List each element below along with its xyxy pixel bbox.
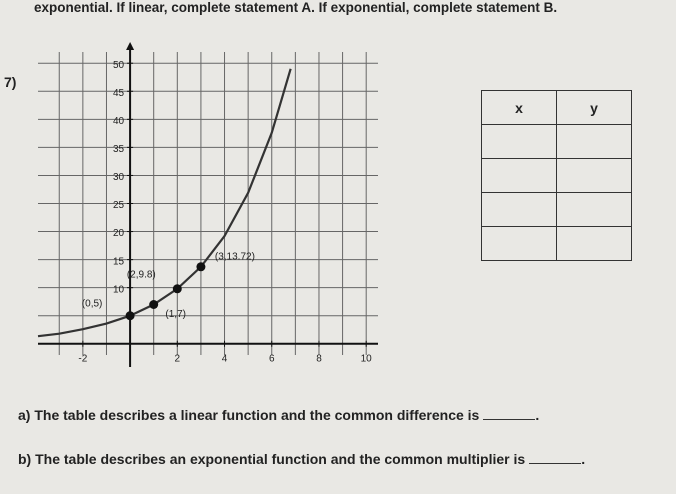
table-row [481,192,632,227]
period: . [535,407,540,423]
header-cell: x [481,90,557,125]
table-row [481,124,632,159]
point [149,300,159,309]
x-tick-label: 6 [269,353,275,364]
point [125,311,135,321]
point [172,284,182,294]
empty-cell [556,158,632,193]
y-tick-label: 50 [113,60,125,71]
empty-cell [556,226,632,261]
problem-number: 7) [4,74,17,90]
empty-cell [481,226,557,261]
question-b: b) The table describes an exponential fu… [18,451,585,467]
y-tick-label: 40 [113,116,125,127]
empty-cell [556,124,632,159]
point-label: (3,13.72) [215,251,255,262]
header-cell: y [556,90,632,125]
question-text: a) The table describes a linear function… [18,407,480,423]
period: . [581,451,586,467]
x-tick-label: 4 [222,353,228,364]
empty-cell [556,192,632,227]
y-tick-label: 15 [113,256,125,267]
question-a: a) The table describes a linear function… [18,407,539,423]
point-label: (1,7) [165,309,186,320]
table-row [481,226,632,261]
empty-cell [481,192,557,227]
instructions: exponential. If linear, complete stateme… [34,0,558,15]
curve [37,68,292,338]
axis-arrow [126,42,135,50]
x-tick-label: 10 [361,353,373,364]
point [196,262,206,272]
empty-cell [481,124,557,159]
y-tick-label: 25 [113,200,125,211]
point-label: (0,5) [82,298,103,309]
x-tick-label: 2 [175,353,181,364]
y-tick-label: 10 [113,284,125,295]
y-tick-label: 45 [113,88,125,99]
empty-cell [481,158,557,193]
point-label: (2,9.8) [127,269,156,280]
y-tick-label: 35 [113,144,125,155]
x-tick-label: -2 [78,353,87,364]
x-tick-label: 8 [316,353,322,364]
table-row [481,158,632,193]
y-tick-label: 30 [113,172,125,183]
y-tick-label: 20 [113,228,125,239]
question-text: b) The table describes an exponential fu… [18,451,526,467]
